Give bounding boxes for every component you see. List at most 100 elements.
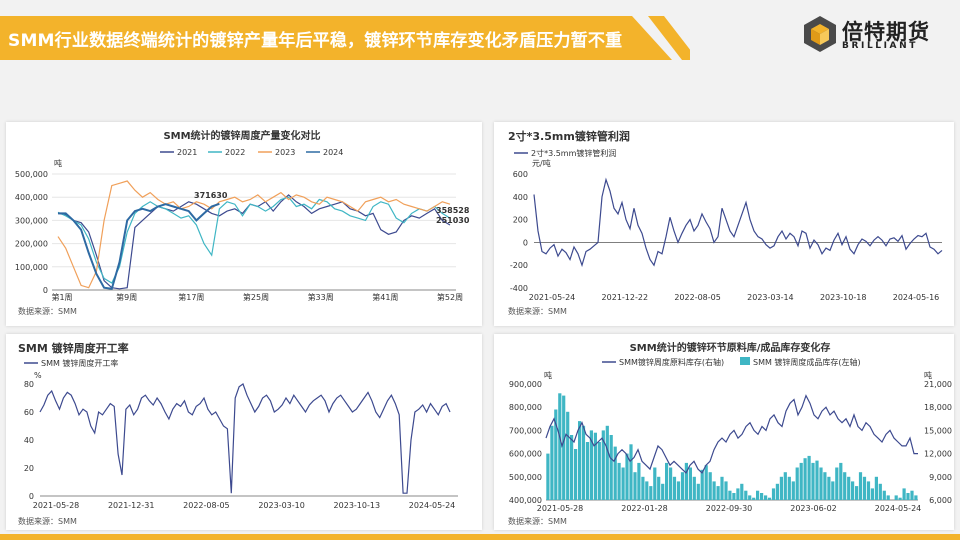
cube-logo-icon (804, 16, 836, 52)
bar (562, 395, 566, 500)
y-tick-label-left: 500,000 (509, 473, 542, 482)
bar (613, 446, 617, 500)
bar (744, 490, 748, 500)
brand-logo: 倍特期货 BRILLIANT (800, 14, 950, 54)
bar (767, 497, 772, 500)
bar (906, 493, 910, 500)
y-tick-label-right: 21,000 (924, 380, 952, 389)
x-tick-label: 2022-09-30 (706, 504, 753, 513)
y-tick-label: 0 (43, 286, 48, 295)
chart-title: SMM统计的镀锌周度产量变化对比 (163, 129, 320, 142)
y-tick-label: 0 (29, 492, 34, 501)
bar (839, 462, 843, 500)
bar (585, 442, 590, 500)
bar (783, 472, 787, 500)
x-tick-label: 2021-12-22 (602, 293, 649, 302)
x-tick-label: 2024-05-16 (893, 293, 940, 302)
bar (858, 472, 863, 500)
bar (855, 486, 859, 500)
bar (601, 430, 605, 500)
bar (894, 495, 898, 500)
bar (672, 476, 677, 500)
bar (581, 425, 586, 500)
bar (827, 476, 831, 500)
bar (597, 442, 601, 500)
bar (550, 425, 554, 500)
bar (811, 462, 815, 500)
bar (732, 493, 736, 500)
logo-text-en: BRILLIANT (842, 41, 918, 51)
bar (649, 486, 653, 500)
bar (578, 421, 582, 500)
data-label: 251030 (436, 216, 470, 225)
bar (878, 483, 882, 500)
x-tick-label: 第1周 (51, 292, 72, 302)
bar (669, 467, 673, 500)
source-label: 数据来源：SMM (508, 516, 567, 526)
y-tick-label: 80 (24, 380, 34, 389)
bar (799, 462, 803, 500)
bar (617, 462, 621, 500)
bar (787, 476, 791, 500)
series-line (533, 177, 943, 268)
y-tick-label-right: 18,000 (924, 403, 952, 412)
bar (886, 495, 890, 500)
x-tick-label: 2021-12-31 (108, 501, 155, 510)
bar (692, 476, 696, 500)
unit-label: % (34, 371, 42, 380)
source-label: 数据来源：SMM (18, 306, 77, 316)
legend-label: 2023 (275, 148, 295, 157)
bar (882, 490, 886, 500)
y-tick-label-right: 9,000 (929, 473, 952, 482)
bar (914, 495, 918, 500)
y-tick-label: -200 (510, 261, 528, 270)
bar (724, 481, 728, 500)
bar (898, 497, 902, 500)
chart-operating-rate: SMM 镀锌周度开工率 % 数据来源：SMM SMM 镀锌周度开工率 80 60 40… (18, 341, 458, 526)
y-tick-label-left: 800,000 (509, 403, 542, 412)
y-tick-label-right: 12,000 (924, 450, 952, 459)
bar (728, 490, 732, 500)
chart-pipe-profit: 2寸*3.5mm镀锌管利润 元/吨 数据来源：SMM 2寸*3.5mm镀锌管利润… (508, 129, 943, 316)
bar (795, 467, 799, 500)
legend-label: SMM镀锌周度原料库存(右轴) (619, 357, 724, 367)
bar (771, 488, 776, 500)
header-banner: SMM行业数据终端统计的镀锌产量年后平稳，镀锌环节库存变化矛盾压力暂不重 (0, 16, 690, 60)
bar (902, 488, 906, 500)
bar (736, 488, 740, 500)
unit-label-right: 吨 (924, 370, 932, 380)
legend-label: 2022 (225, 148, 245, 157)
bar (653, 467, 657, 500)
bar (851, 481, 855, 500)
x-tick-label: 2023-10-18 (820, 293, 867, 302)
bar (558, 393, 562, 500)
data-label: 358528 (436, 206, 470, 215)
x-tick-label: 2024-05-24 (875, 504, 922, 513)
bar (593, 432, 597, 500)
y-tick-label: 500,000 (15, 170, 48, 179)
page-title: SMM行业数据终端统计的镀锌产量年后平稳，镀锌环节库存变化矛盾压力暂不重 (8, 31, 623, 51)
source-label: 数据来源：SMM (18, 516, 77, 526)
bar (740, 483, 744, 500)
bar (862, 476, 867, 500)
data-label: 371630 (194, 191, 228, 200)
chart-title: SMM统计的镀锌环节原料库/成品库存变化存 (630, 341, 831, 354)
bar (866, 481, 871, 500)
bar (665, 462, 669, 500)
x-tick-label: 第33周 (308, 292, 334, 302)
bar (712, 481, 716, 500)
bar (633, 472, 637, 500)
chart-panel-weekly-output: SMM统计的镀锌周度产量变化对比 吨 数据来源：SMM 500,000 400,0… (6, 122, 482, 326)
bar (843, 472, 847, 500)
bar (874, 476, 878, 500)
footer-bar (0, 534, 960, 540)
unit-label-left: 吨 (544, 370, 552, 380)
x-tick-label: 2023-03-10 (258, 501, 305, 510)
legend-label: SMM 镀锌周度成品库存(左轴) (753, 357, 861, 367)
x-tick-label: 2021-05-28 (537, 504, 584, 513)
x-tick-label: 2023-06-02 (790, 504, 837, 513)
chart-inventory: SMM统计的镀锌环节原料库/成品库存变化存 吨 吨 数据来源：SMM SMM镀锌… (508, 341, 952, 526)
chart-panel-inventory: SMM统计的镀锌环节原料库/成品库存变化存 吨 吨 数据来源：SMM SMM镀锌… (494, 334, 954, 530)
bar (775, 483, 779, 500)
bar (791, 481, 795, 500)
